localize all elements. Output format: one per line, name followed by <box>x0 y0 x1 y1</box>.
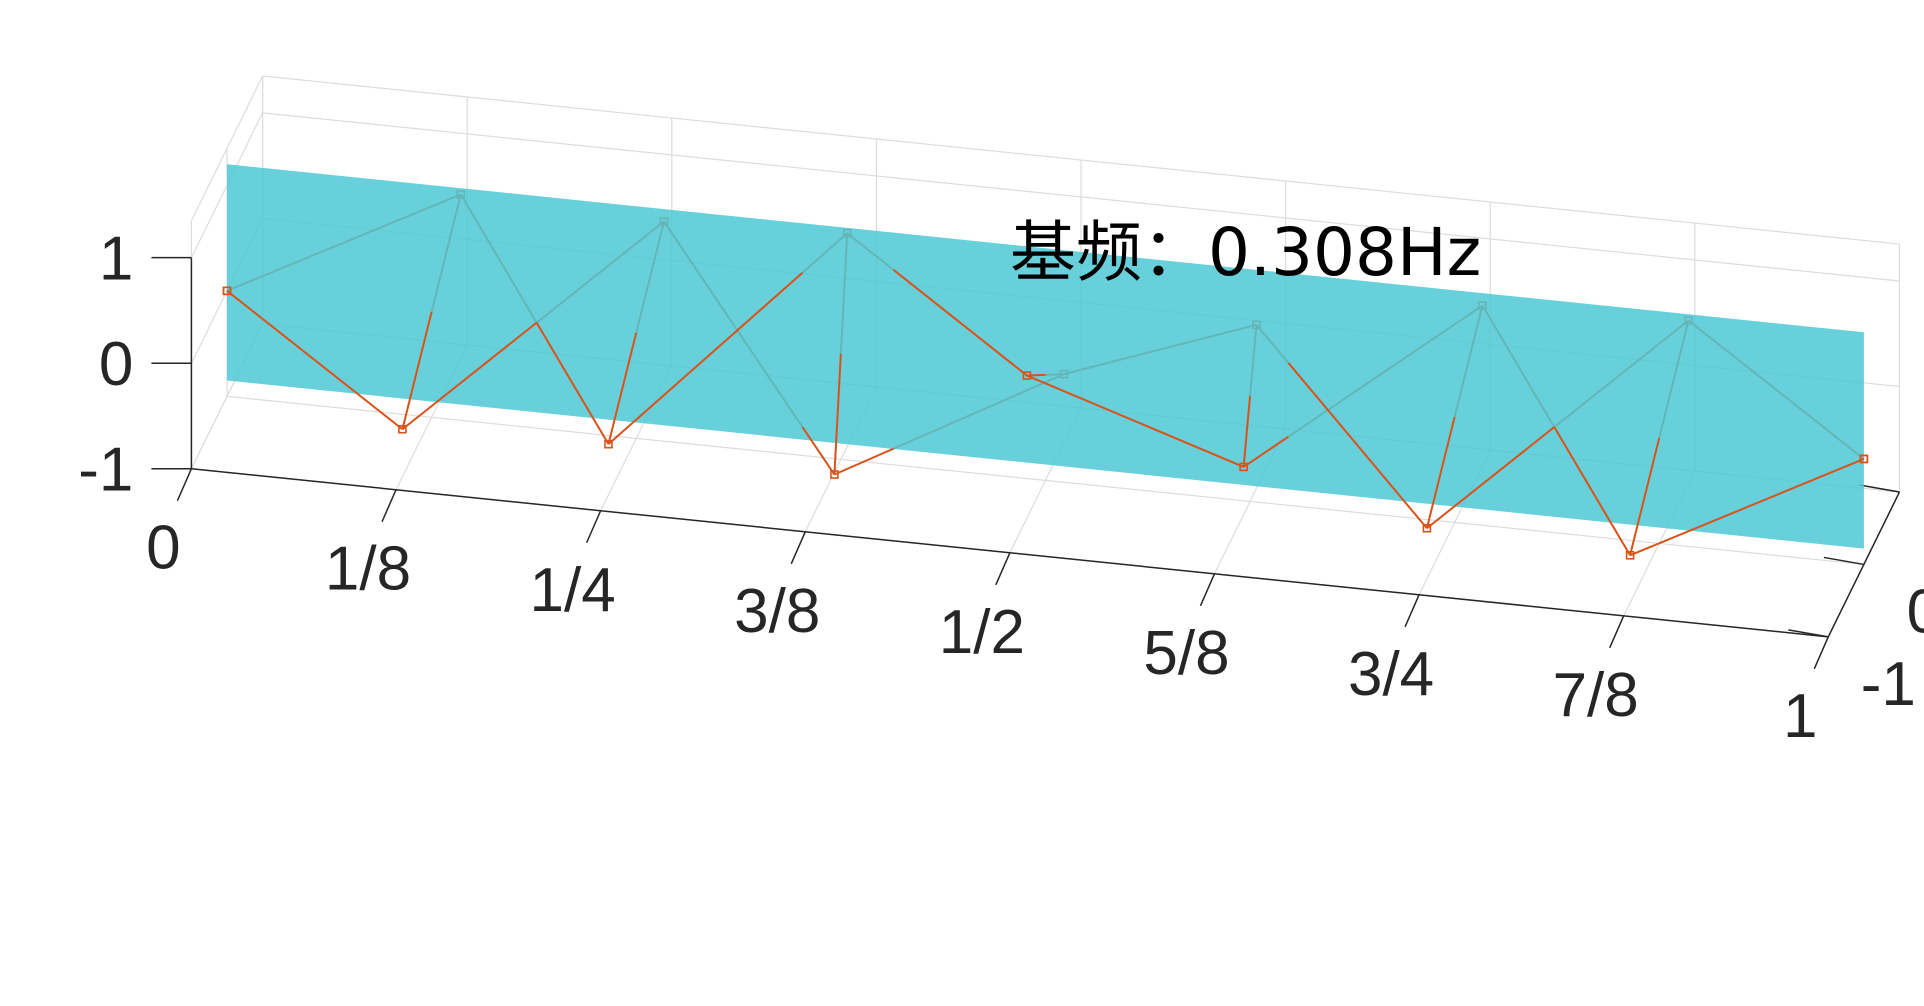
x-tick-mark <box>176 468 193 502</box>
x-tick-mark <box>585 510 602 544</box>
x-tick-label: 0 <box>146 514 180 583</box>
y-tick-mark <box>1859 484 1900 493</box>
z-tick-label: -1 <box>78 436 133 505</box>
series-1-line <box>801 426 836 476</box>
box-edge <box>190 75 264 222</box>
rung-line <box>1425 416 1456 529</box>
x-tick-mark <box>381 489 397 523</box>
floor-gridline <box>226 395 1864 566</box>
series-1-line <box>834 447 894 476</box>
series-1-point <box>1422 523 1432 533</box>
series-2-line <box>607 271 804 445</box>
reference-plane <box>227 164 1864 549</box>
z-tick-label: 0 <box>99 330 133 399</box>
series-2-line <box>1629 457 1865 557</box>
x-tick-label: 1 <box>1783 682 1817 751</box>
series-1-line <box>401 321 538 431</box>
series-2-point <box>1022 371 1032 380</box>
series-2-line <box>892 269 1028 377</box>
y-tick-mark <box>1788 629 1829 638</box>
back-wall-gridline <box>262 112 1900 282</box>
series-2-point <box>222 286 232 296</box>
x-tick-label: 3/4 <box>1348 640 1434 709</box>
x-tick-label: 3/8 <box>734 577 820 646</box>
x-tick-mark <box>790 531 806 565</box>
x-tick-label: 1/8 <box>325 535 411 604</box>
frequency-annotation: 基频：0.308Hz <box>1010 214 1481 291</box>
y-tick-label: 0 <box>1907 577 1924 646</box>
series-1-line <box>226 290 404 431</box>
series-1-line <box>1287 362 1428 529</box>
x-tick-label: 1/4 <box>530 556 616 625</box>
series-2-point <box>604 439 613 449</box>
series-2-line <box>535 321 610 445</box>
x-tick-mark <box>1813 636 1829 670</box>
y-tick-label: -1 <box>1861 650 1916 719</box>
x-tick-mark <box>1404 594 1420 628</box>
z-tick-label: 1 <box>99 225 133 294</box>
series-1-point <box>398 424 407 434</box>
rung-line <box>1629 437 1661 556</box>
series-2-point <box>1239 462 1248 472</box>
rung-line <box>1242 395 1252 468</box>
rung-line <box>833 353 842 475</box>
x-tick-mark <box>1608 615 1625 649</box>
x-tick-label: 7/8 <box>1553 661 1639 730</box>
rung-line <box>607 332 638 445</box>
x-tick-label: 5/8 <box>1143 619 1229 688</box>
series-2-line <box>1026 374 1245 468</box>
y-tick-mark <box>1823 556 1865 566</box>
x-tick-label: 1/2 <box>939 598 1025 667</box>
series-2-line <box>1243 435 1289 468</box>
box-edge <box>262 75 1900 245</box>
series-2-point <box>1625 551 1635 560</box>
x-tick-mark <box>1199 573 1216 607</box>
series-1-point <box>830 470 839 479</box>
series-1-line <box>1426 426 1556 530</box>
rung-line <box>401 311 433 430</box>
series-2-line <box>1553 426 1631 556</box>
series-2-point <box>1859 454 1869 464</box>
x-tick-mark <box>995 552 1011 586</box>
